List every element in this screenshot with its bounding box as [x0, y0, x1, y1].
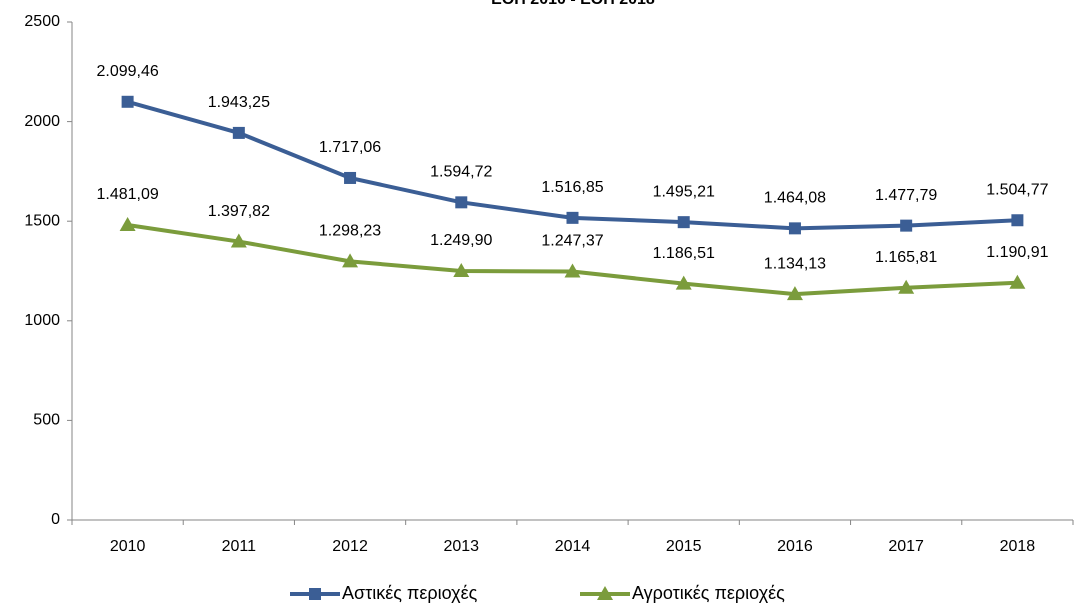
marker	[342, 253, 359, 268]
x-tick-label: 2013	[443, 538, 479, 555]
data-label: 1.504,77	[986, 181, 1048, 198]
marker	[675, 275, 692, 290]
data-label: 1.477,79	[875, 187, 937, 204]
marker	[1009, 274, 1026, 289]
marker	[453, 263, 470, 278]
legend-label: Αγροτικές περιοχές	[632, 583, 785, 603]
marker	[344, 171, 357, 184]
data-label: 2.099,46	[96, 63, 158, 80]
data-label: 1.186,51	[653, 245, 715, 262]
data-label: 1.495,21	[653, 183, 715, 200]
data-label: 1.165,81	[875, 249, 937, 266]
marker	[121, 95, 134, 108]
data-label: 1.247,37	[541, 233, 603, 250]
marker	[564, 263, 581, 278]
marker	[898, 279, 915, 294]
data-label: 1.594,72	[430, 164, 492, 181]
marker	[230, 233, 247, 248]
marker	[119, 216, 136, 231]
data-label: 1.943,25	[208, 94, 270, 111]
marker	[677, 216, 690, 229]
data-label: 1.190,91	[986, 244, 1048, 261]
data-label: 1.481,09	[96, 186, 158, 203]
legend-label: Αστικές περιοχές	[342, 583, 478, 603]
data-label: 1.298,23	[319, 223, 381, 240]
x-tick-label: 2014	[555, 538, 591, 555]
y-tick-label: 0	[51, 511, 60, 528]
data-label: 1.516,85	[541, 179, 603, 196]
x-tick-label: 2010	[110, 538, 146, 555]
data-label: 1.464,08	[764, 190, 826, 207]
data-label: 1.249,90	[430, 232, 492, 249]
y-tick-label: 1000	[24, 312, 60, 329]
marker	[788, 222, 801, 235]
y-tick-label: 500	[33, 412, 60, 429]
chart-title: ΕΟΠ 2010 - ΕΟΠ 2018	[491, 0, 655, 8]
y-tick-label: 2500	[24, 13, 60, 30]
marker	[786, 286, 803, 301]
marker	[597, 586, 613, 600]
marker	[232, 126, 245, 139]
marker	[309, 588, 321, 600]
y-tick-label: 1500	[24, 212, 60, 229]
marker	[455, 196, 468, 209]
marker	[566, 211, 579, 224]
data-label: 1.134,13	[764, 255, 826, 272]
x-tick-label: 2012	[332, 538, 368, 555]
x-tick-label: 2016	[777, 538, 813, 555]
y-tick-label: 2000	[24, 113, 60, 130]
marker	[1011, 214, 1024, 227]
x-tick-label: 2015	[666, 538, 702, 555]
marker	[900, 219, 913, 232]
data-label: 1.397,82	[208, 203, 270, 220]
data-label: 1.717,06	[319, 139, 381, 156]
x-tick-label: 2017	[888, 538, 924, 555]
x-tick-label: 2011	[222, 538, 257, 555]
x-tick-label: 2018	[1000, 538, 1036, 555]
